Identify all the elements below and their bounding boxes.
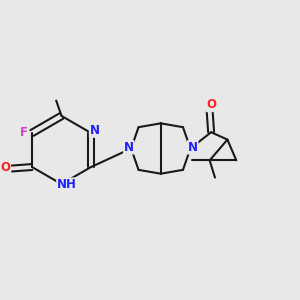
Text: O: O <box>206 98 216 112</box>
Text: N: N <box>124 141 134 154</box>
Text: N: N <box>188 141 198 154</box>
Text: F: F <box>20 126 28 139</box>
Text: N: N <box>90 124 100 137</box>
Text: NH: NH <box>57 178 77 191</box>
Text: O: O <box>0 161 10 174</box>
